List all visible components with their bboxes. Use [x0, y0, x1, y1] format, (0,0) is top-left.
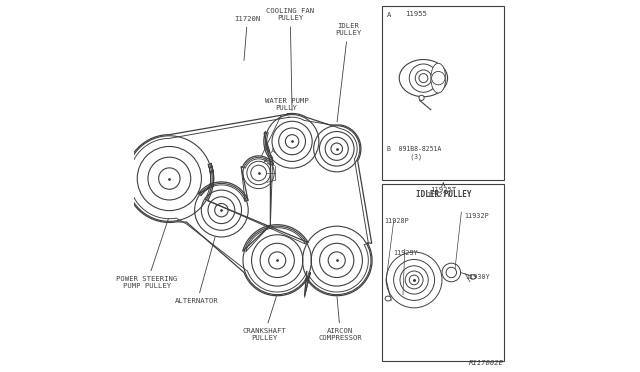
- Text: 11925T: 11925T: [430, 187, 456, 193]
- Text: 11955: 11955: [405, 11, 427, 17]
- Text: 11928P: 11928P: [384, 218, 408, 224]
- Text: 11929Y: 11929Y: [393, 250, 418, 256]
- FancyBboxPatch shape: [383, 184, 504, 361]
- Text: IDLER
PULLEY: IDLER PULLEY: [335, 23, 361, 122]
- Circle shape: [419, 95, 424, 100]
- Text: 11930Y: 11930Y: [466, 274, 490, 280]
- Text: B  091B8-8251A
      (3): B 091B8-8251A (3): [387, 147, 441, 160]
- Text: A: A: [264, 148, 276, 162]
- Ellipse shape: [431, 63, 445, 93]
- Text: WATER PUMP
PULLY: WATER PUMP PULLY: [262, 98, 308, 155]
- Ellipse shape: [385, 296, 391, 301]
- Text: A: A: [387, 12, 391, 18]
- Text: CRANKSHAFT
PULLEY: CRANKSHAFT PULLEY: [243, 296, 286, 341]
- Text: POWER STEERING
PUMP PULLEY: POWER STEERING PUMP PULLEY: [116, 218, 178, 289]
- Text: IDLER PULLEY: IDLER PULLEY: [415, 190, 471, 199]
- Text: COOLING FAN
PULLEY: COOLING FAN PULLEY: [266, 9, 314, 111]
- Text: R117002E: R117002E: [469, 360, 504, 366]
- FancyBboxPatch shape: [383, 6, 504, 180]
- Ellipse shape: [470, 275, 476, 279]
- Text: AIRCON
COMPRESSOR: AIRCON COMPRESSOR: [319, 296, 362, 341]
- Text: I1720N: I1720N: [234, 16, 260, 61]
- Text: 11927Y: 11927Y: [427, 192, 451, 198]
- Text: ALTERNATOR: ALTERNATOR: [175, 237, 219, 304]
- Text: 11932P: 11932P: [464, 213, 488, 219]
